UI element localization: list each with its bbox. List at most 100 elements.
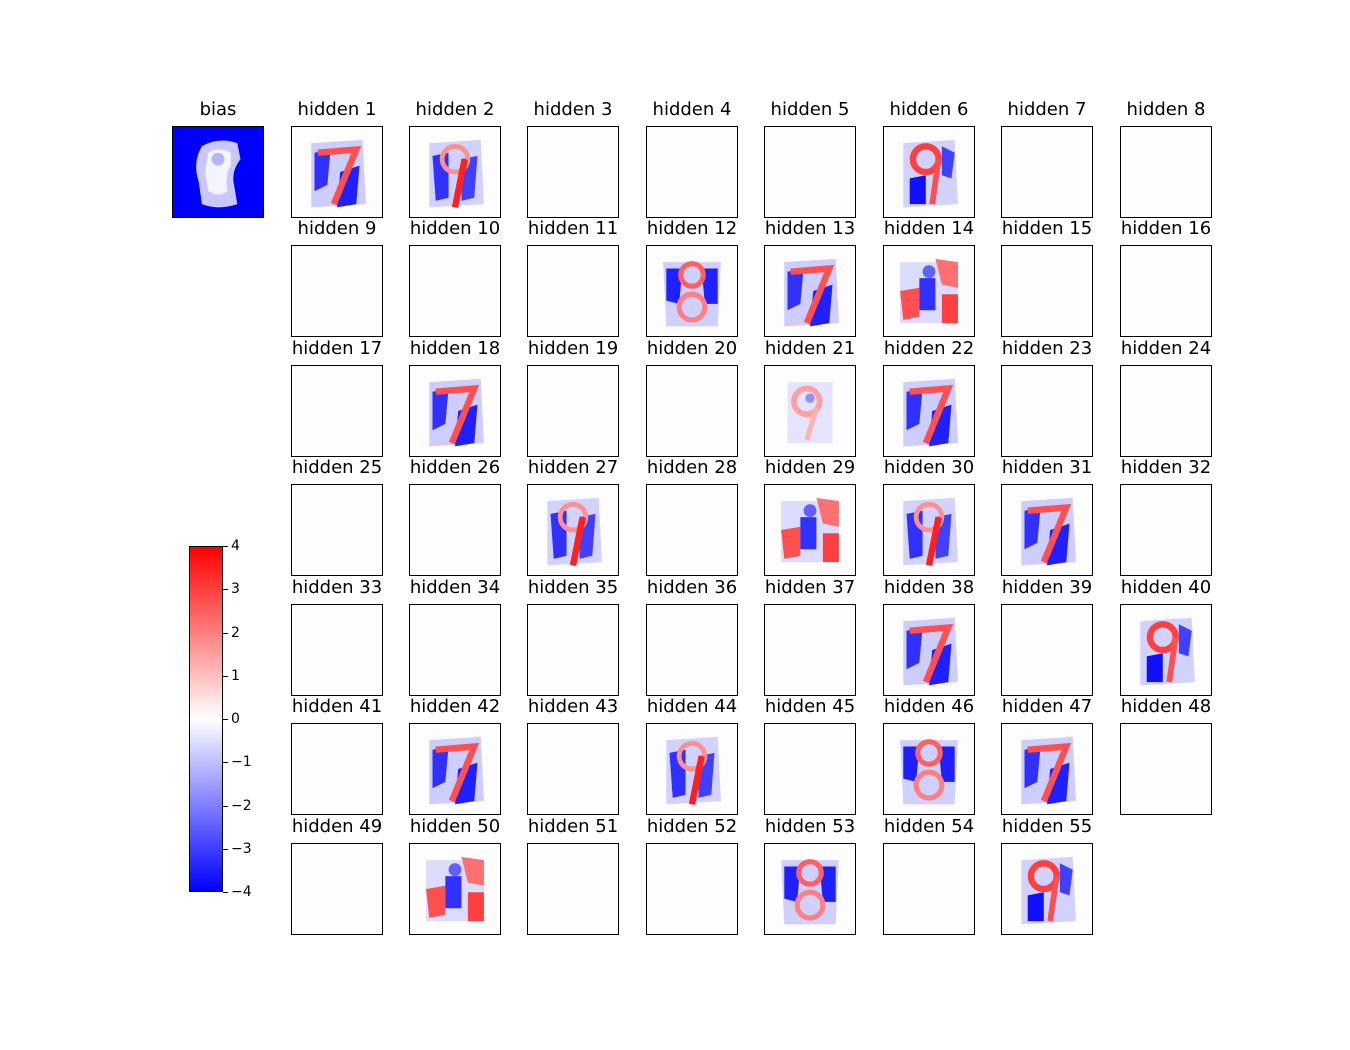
panel-title-hidden-47: hidden 47 — [1001, 696, 1093, 717]
panel-title-hidden-24: hidden 24 — [1120, 338, 1212, 359]
panel-title-hidden-46: hidden 46 — [883, 696, 975, 717]
weight-image-hidden-36 — [646, 604, 738, 696]
weight-image-hidden-15 — [1001, 245, 1093, 337]
panel-title-hidden-41: hidden 41 — [291, 696, 383, 717]
panel-title-hidden-30: hidden 30 — [883, 457, 975, 478]
panel-title-hidden-5: hidden 5 — [770, 99, 850, 120]
panel-title-hidden-15: hidden 15 — [1001, 218, 1093, 239]
weight-image-hidden-30 — [883, 484, 975, 576]
panel-title-hidden-51: hidden 51 — [527, 816, 619, 837]
weight-image-hidden-11 — [527, 245, 619, 337]
weight-image-hidden-21 — [764, 365, 856, 457]
weight-image-hidden-19 — [527, 365, 619, 457]
panel-title-hidden-54: hidden 54 — [883, 816, 975, 837]
weight-image-hidden-35 — [527, 604, 619, 696]
panel-title-hidden-18: hidden 18 — [409, 338, 501, 359]
weight-image-hidden-12 — [646, 245, 738, 337]
weight-image-hidden-48 — [1120, 723, 1212, 815]
panel-title-hidden-21: hidden 21 — [764, 338, 856, 359]
colorbar-tick-label: −1 — [231, 754, 252, 770]
panel-title-hidden-14: hidden 14 — [883, 218, 975, 239]
weight-image-hidden-43 — [527, 723, 619, 815]
panel-title-hidden-31: hidden 31 — [1001, 457, 1093, 478]
weight-image-hidden-42 — [409, 723, 501, 815]
weight-image-hidden-22 — [883, 365, 975, 457]
panel-title-hidden-49: hidden 49 — [291, 816, 383, 837]
panel-title-hidden-25: hidden 25 — [291, 457, 383, 478]
weight-image-hidden-39 — [1001, 604, 1093, 696]
weight-image-hidden-46 — [883, 723, 975, 815]
weight-image-hidden-51 — [527, 843, 619, 935]
weight-image-hidden-55 — [1001, 843, 1093, 935]
weight-image-hidden-9 — [291, 245, 383, 337]
panel-title-hidden-20: hidden 20 — [646, 338, 738, 359]
weight-image-hidden-40 — [1120, 604, 1212, 696]
weight-image-hidden-10 — [409, 245, 501, 337]
weight-image-hidden-4 — [646, 126, 738, 218]
panel-title-hidden-43: hidden 43 — [527, 696, 619, 717]
colorbar-tick — [223, 806, 228, 807]
weight-image-hidden-18 — [409, 365, 501, 457]
weight-image-hidden-7 — [1001, 126, 1093, 218]
colorbar-tick — [223, 762, 228, 763]
weight-image-hidden-53 — [764, 843, 856, 935]
weight-image-hidden-33 — [291, 604, 383, 696]
weight-image-hidden-23 — [1001, 365, 1093, 457]
weight-image-hidden-16 — [1120, 245, 1212, 337]
panel-title-hidden-35: hidden 35 — [527, 577, 619, 598]
weight-image-hidden-50 — [409, 843, 501, 935]
panel-title-hidden-36: hidden 36 — [646, 577, 738, 598]
weight-image-hidden-25 — [291, 484, 383, 576]
colorbar-tick-label: −3 — [231, 841, 252, 857]
panel-title-hidden-40: hidden 40 — [1120, 577, 1212, 598]
panel-title-hidden-6: hidden 6 — [889, 99, 969, 120]
weight-image-hidden-41 — [291, 723, 383, 815]
panel-title-hidden-12: hidden 12 — [646, 218, 738, 239]
panel-title-hidden-1: hidden 1 — [297, 99, 377, 120]
weight-image-hidden-31 — [1001, 484, 1093, 576]
panel-title-hidden-33: hidden 33 — [291, 577, 383, 598]
weight-image-hidden-52 — [646, 843, 738, 935]
panel-title-hidden-44: hidden 44 — [646, 696, 738, 717]
weight-image-hidden-45 — [764, 723, 856, 815]
colorbar-tick-label: −4 — [231, 884, 252, 900]
panel-title-hidden-4: hidden 4 — [652, 99, 732, 120]
weight-image-hidden-14 — [883, 245, 975, 337]
weight-image-hidden-28 — [646, 484, 738, 576]
weight-image-hidden-49 — [291, 843, 383, 935]
weight-image-hidden-34 — [409, 604, 501, 696]
panel-title-hidden-52: hidden 52 — [646, 816, 738, 837]
colorbar-tick — [223, 892, 228, 893]
panel-title-hidden-16: hidden 16 — [1120, 218, 1212, 239]
weight-image-hidden-38 — [883, 604, 975, 696]
panel-title-hidden-8: hidden 8 — [1126, 99, 1206, 120]
panel-title-hidden-28: hidden 28 — [646, 457, 738, 478]
colorbar-tick — [223, 676, 228, 677]
colorbar-tick-label: 4 — [231, 538, 240, 554]
panel-title-hidden-13: hidden 13 — [764, 218, 856, 239]
panel-title-hidden-32: hidden 32 — [1120, 457, 1212, 478]
colorbar-tick — [223, 719, 228, 720]
panel-title-hidden-19: hidden 19 — [527, 338, 619, 359]
panel-title-hidden-2: hidden 2 — [415, 99, 495, 120]
panel-title-hidden-38: hidden 38 — [883, 577, 975, 598]
weight-image-hidden-1 — [291, 126, 383, 218]
weight-image-hidden-2 — [409, 126, 501, 218]
colorbar — [189, 546, 223, 892]
panel-title-hidden-42: hidden 42 — [409, 696, 501, 717]
weight-image-hidden-44 — [646, 723, 738, 815]
weight-image-hidden-8 — [1120, 126, 1212, 218]
weight-image-hidden-6 — [883, 126, 975, 218]
panel-title-hidden-23: hidden 23 — [1001, 338, 1093, 359]
weight-image-hidden-24 — [1120, 365, 1212, 457]
panel-title-hidden-7: hidden 7 — [1007, 99, 1087, 120]
panel-title-hidden-34: hidden 34 — [409, 577, 501, 598]
weight-image-hidden-32 — [1120, 484, 1212, 576]
panel-title-hidden-9: hidden 9 — [297, 218, 377, 239]
colorbar-tick — [223, 546, 228, 547]
panel-title-bias: bias — [199, 99, 237, 120]
weight-image-hidden-13 — [764, 245, 856, 337]
weight-image-hidden-17 — [291, 365, 383, 457]
panel-title-hidden-26: hidden 26 — [409, 457, 501, 478]
